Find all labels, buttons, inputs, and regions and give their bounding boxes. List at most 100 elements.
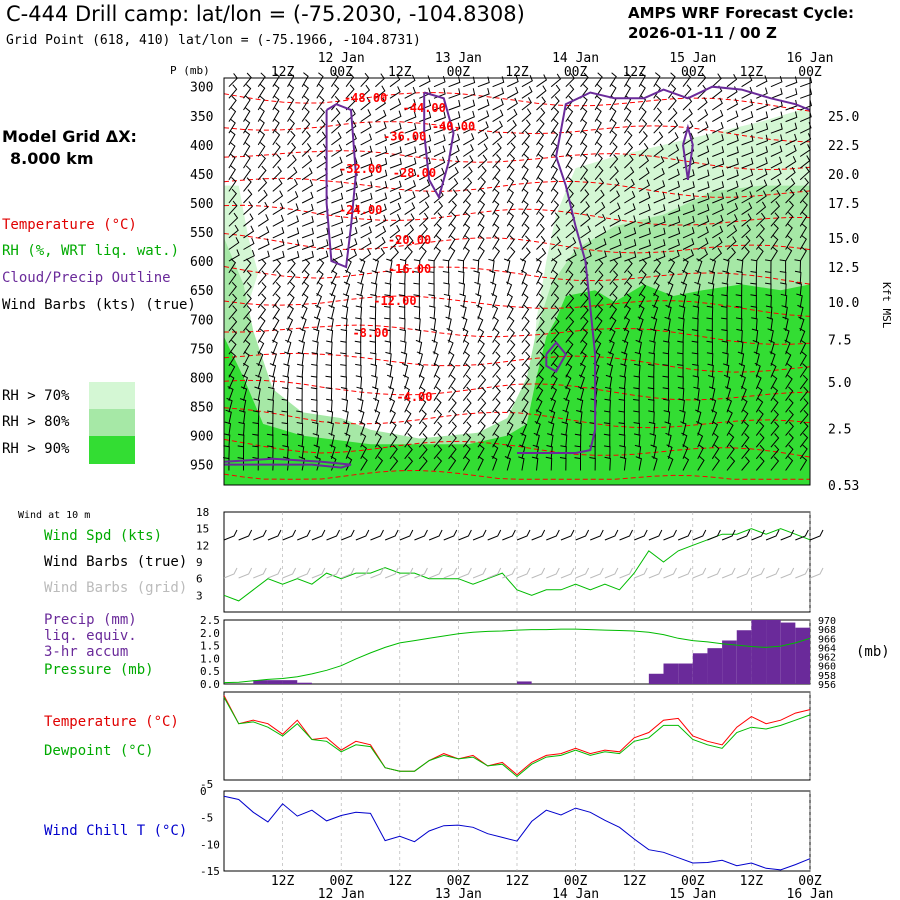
wind-barb: [785, 409, 794, 425]
wind-barb-grid: [619, 567, 633, 579]
wind-barb: [281, 398, 289, 413]
top-hour-label: 00Z: [798, 65, 822, 80]
wind-barb-true: [399, 529, 414, 541]
wind-barb-grid: [751, 567, 765, 579]
wind-barb: [751, 328, 759, 343]
pressure-tick-label: 450: [190, 168, 213, 183]
wind-barb: [594, 153, 603, 169]
temperature-line: [223, 695, 811, 776]
wind-barb: [474, 281, 481, 297]
height-tick-label: 12.5: [828, 261, 859, 276]
wind-barb: [462, 155, 474, 169]
wind-barb: [492, 211, 500, 227]
wind-barb: [477, 188, 486, 204]
wind-barb: [550, 316, 560, 332]
wind-barb: [653, 281, 660, 297]
wind-barb: [360, 204, 373, 216]
wind-barb: [284, 351, 291, 366]
wind-barb: [565, 153, 573, 169]
windchill-line: [223, 795, 811, 871]
wind-barb: [257, 201, 269, 215]
wind-barb: [477, 76, 490, 88]
wind-barb-grid: [238, 567, 253, 579]
wind-barb: [418, 397, 427, 413]
wind-barb: [228, 281, 237, 297]
wind-barb: [536, 85, 547, 99]
wind-barb: [550, 248, 562, 262]
wind-barb: [272, 250, 285, 262]
wind-barb: [785, 386, 794, 401]
wind-barb: [462, 177, 473, 192]
wind-barb: [506, 131, 517, 146]
wind-barb: [519, 258, 527, 273]
wind-barb: [737, 351, 745, 366]
wind-barb: [756, 99, 768, 111]
wind-barb: [463, 133, 475, 146]
wind-barb: [372, 386, 379, 401]
precip-bar: [648, 673, 664, 684]
wind-barb: [419, 146, 432, 157]
wind-barb: [404, 74, 416, 88]
wind-barb: [432, 351, 439, 366]
wind-barb: [638, 304, 645, 320]
bottom-hour-label: 00Z: [447, 874, 471, 889]
wind-barb: [794, 270, 802, 285]
wind-barb: [287, 215, 300, 227]
wind-barb: [448, 433, 457, 448]
wind-barb: [697, 226, 709, 239]
temperature-contour: [223, 469, 810, 480]
wind-barb: [414, 328, 422, 343]
wind-barb: [565, 107, 574, 122]
bottom-hour-label: 12Z: [388, 874, 412, 889]
wind-barb: [272, 316, 280, 332]
wind-barb: [301, 258, 311, 274]
wind-barb: [375, 181, 388, 192]
wind-barb: [301, 72, 309, 87]
wind-barb: [448, 155, 460, 169]
top-hour-label: 12Z: [622, 65, 646, 80]
wind-barb: [580, 177, 589, 192]
wind-barb: [331, 204, 344, 216]
wind-barb: [448, 386, 457, 401]
wind-barb: [565, 165, 573, 181]
wind-barb: [765, 282, 772, 297]
pressure-tick-label: 750: [190, 342, 213, 357]
wind-barb: [228, 293, 238, 309]
wind-barb: [726, 146, 739, 157]
wind-barb: [795, 282, 802, 297]
cloud-outline: [682, 123, 694, 180]
wind-barb: [755, 212, 766, 227]
wind-barb: [677, 352, 684, 366]
wind-barb: [345, 72, 355, 88]
wind-barb: [521, 281, 528, 297]
wind-barb: [243, 339, 251, 355]
wind-barb: [477, 351, 486, 367]
wind-barb: [580, 118, 588, 134]
wind-barb: [799, 421, 809, 436]
wind-barb: [755, 444, 765, 460]
wind-barb: [638, 179, 651, 192]
wind-barb: [326, 398, 333, 413]
wind-barb: [770, 189, 781, 204]
wind-barb: [418, 433, 428, 448]
wind-barb: [444, 305, 451, 320]
wind-barb: [311, 363, 318, 378]
wind-barb: [340, 340, 347, 355]
wind-barb: [418, 456, 428, 471]
wind-barb: [228, 328, 237, 343]
wind-barb: [706, 317, 713, 331]
wind-barb: [341, 317, 348, 331]
wind-barb: [521, 108, 532, 122]
wind-barb: [682, 192, 695, 204]
wind-barb: [697, 157, 710, 169]
wind-barb: [667, 72, 676, 87]
wind-barb: [506, 398, 515, 413]
wind-barb: [785, 351, 792, 367]
wind-barb: [624, 166, 635, 181]
wind-barb: [374, 432, 382, 448]
wind-barb: [653, 155, 665, 169]
wind-barb: [766, 316, 774, 331]
wind-barb: [375, 146, 388, 157]
wind-barb: [521, 165, 529, 181]
wind-barb: [550, 351, 559, 367]
